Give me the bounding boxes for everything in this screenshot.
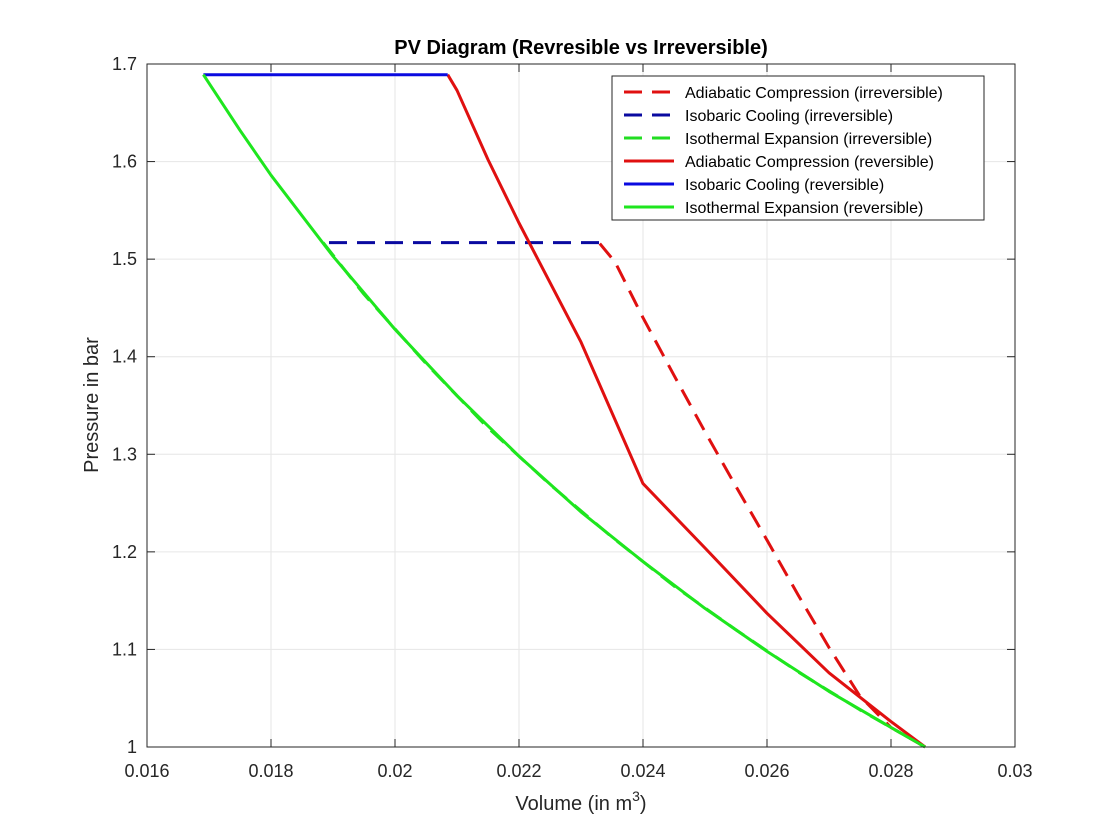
series-line-1: [597, 241, 926, 749]
legend-label-1: Adiabatic Compression (irreversible): [685, 85, 943, 102]
series-line-6: [202, 73, 926, 749]
y-tick-label: 1.1: [112, 639, 137, 659]
x-axis-label: Volume (in m3): [515, 788, 646, 815]
x-tick-label: 0.018: [248, 761, 293, 781]
x-tick-label: 0.03: [997, 761, 1032, 781]
series-line-4: [446, 73, 926, 749]
y-tick-label: 1: [127, 737, 137, 757]
axis-ticks: 0.016 0.018 0.02 0.022 0.024 0.026 0.028 0.03 1 1…: [112, 54, 1033, 781]
legend-entries: Adiabatic Compression (irreversible) Isob…: [624, 85, 943, 217]
legend-box: [611, 75, 985, 221]
y-tick-label: 1.6: [112, 152, 137, 172]
legend-label-2: Isobaric Cooling (irreversible): [685, 108, 893, 125]
legend: Adiabatic Compression (irreversible) Isob…: [611, 75, 985, 221]
y-tick-label: 1.7: [112, 54, 137, 74]
x-tick-label: 0.016: [124, 761, 169, 781]
y-tick-label: 1.3: [112, 444, 137, 464]
x-tick-label: 0.028: [868, 761, 913, 781]
x-axis-label-main: Volume (in m: [515, 793, 632, 815]
series-lines: [202, 73, 926, 749]
chart-title: PV Diagram (Revresible vs Irreversible): [394, 37, 768, 59]
x-tick-label: 0.026: [744, 761, 789, 781]
y-tick-label: 1.2: [112, 542, 137, 562]
x-tick-label: 0.024: [620, 761, 665, 781]
y-tick-label: 1.5: [112, 249, 137, 269]
axes-box: [146, 63, 1016, 748]
x-axis-label-end: ): [640, 793, 647, 815]
legend-label-6: Isothermal Expansion (reversible): [685, 200, 923, 217]
legend-label-5: Isobaric Cooling (reversible): [685, 177, 884, 194]
legend-label-3: Isothermal Expansion (irreversible): [685, 131, 932, 148]
x-axis-label-superscript: 3: [632, 788, 640, 804]
x-tick-label: 0.022: [496, 761, 541, 781]
x-tick-label: 0.02: [377, 761, 412, 781]
y-tick-label: 1.4: [112, 347, 137, 367]
legend-label-4: Adiabatic Compression (reversible): [685, 154, 934, 171]
y-axis-label: Pressure in bar: [81, 337, 103, 473]
